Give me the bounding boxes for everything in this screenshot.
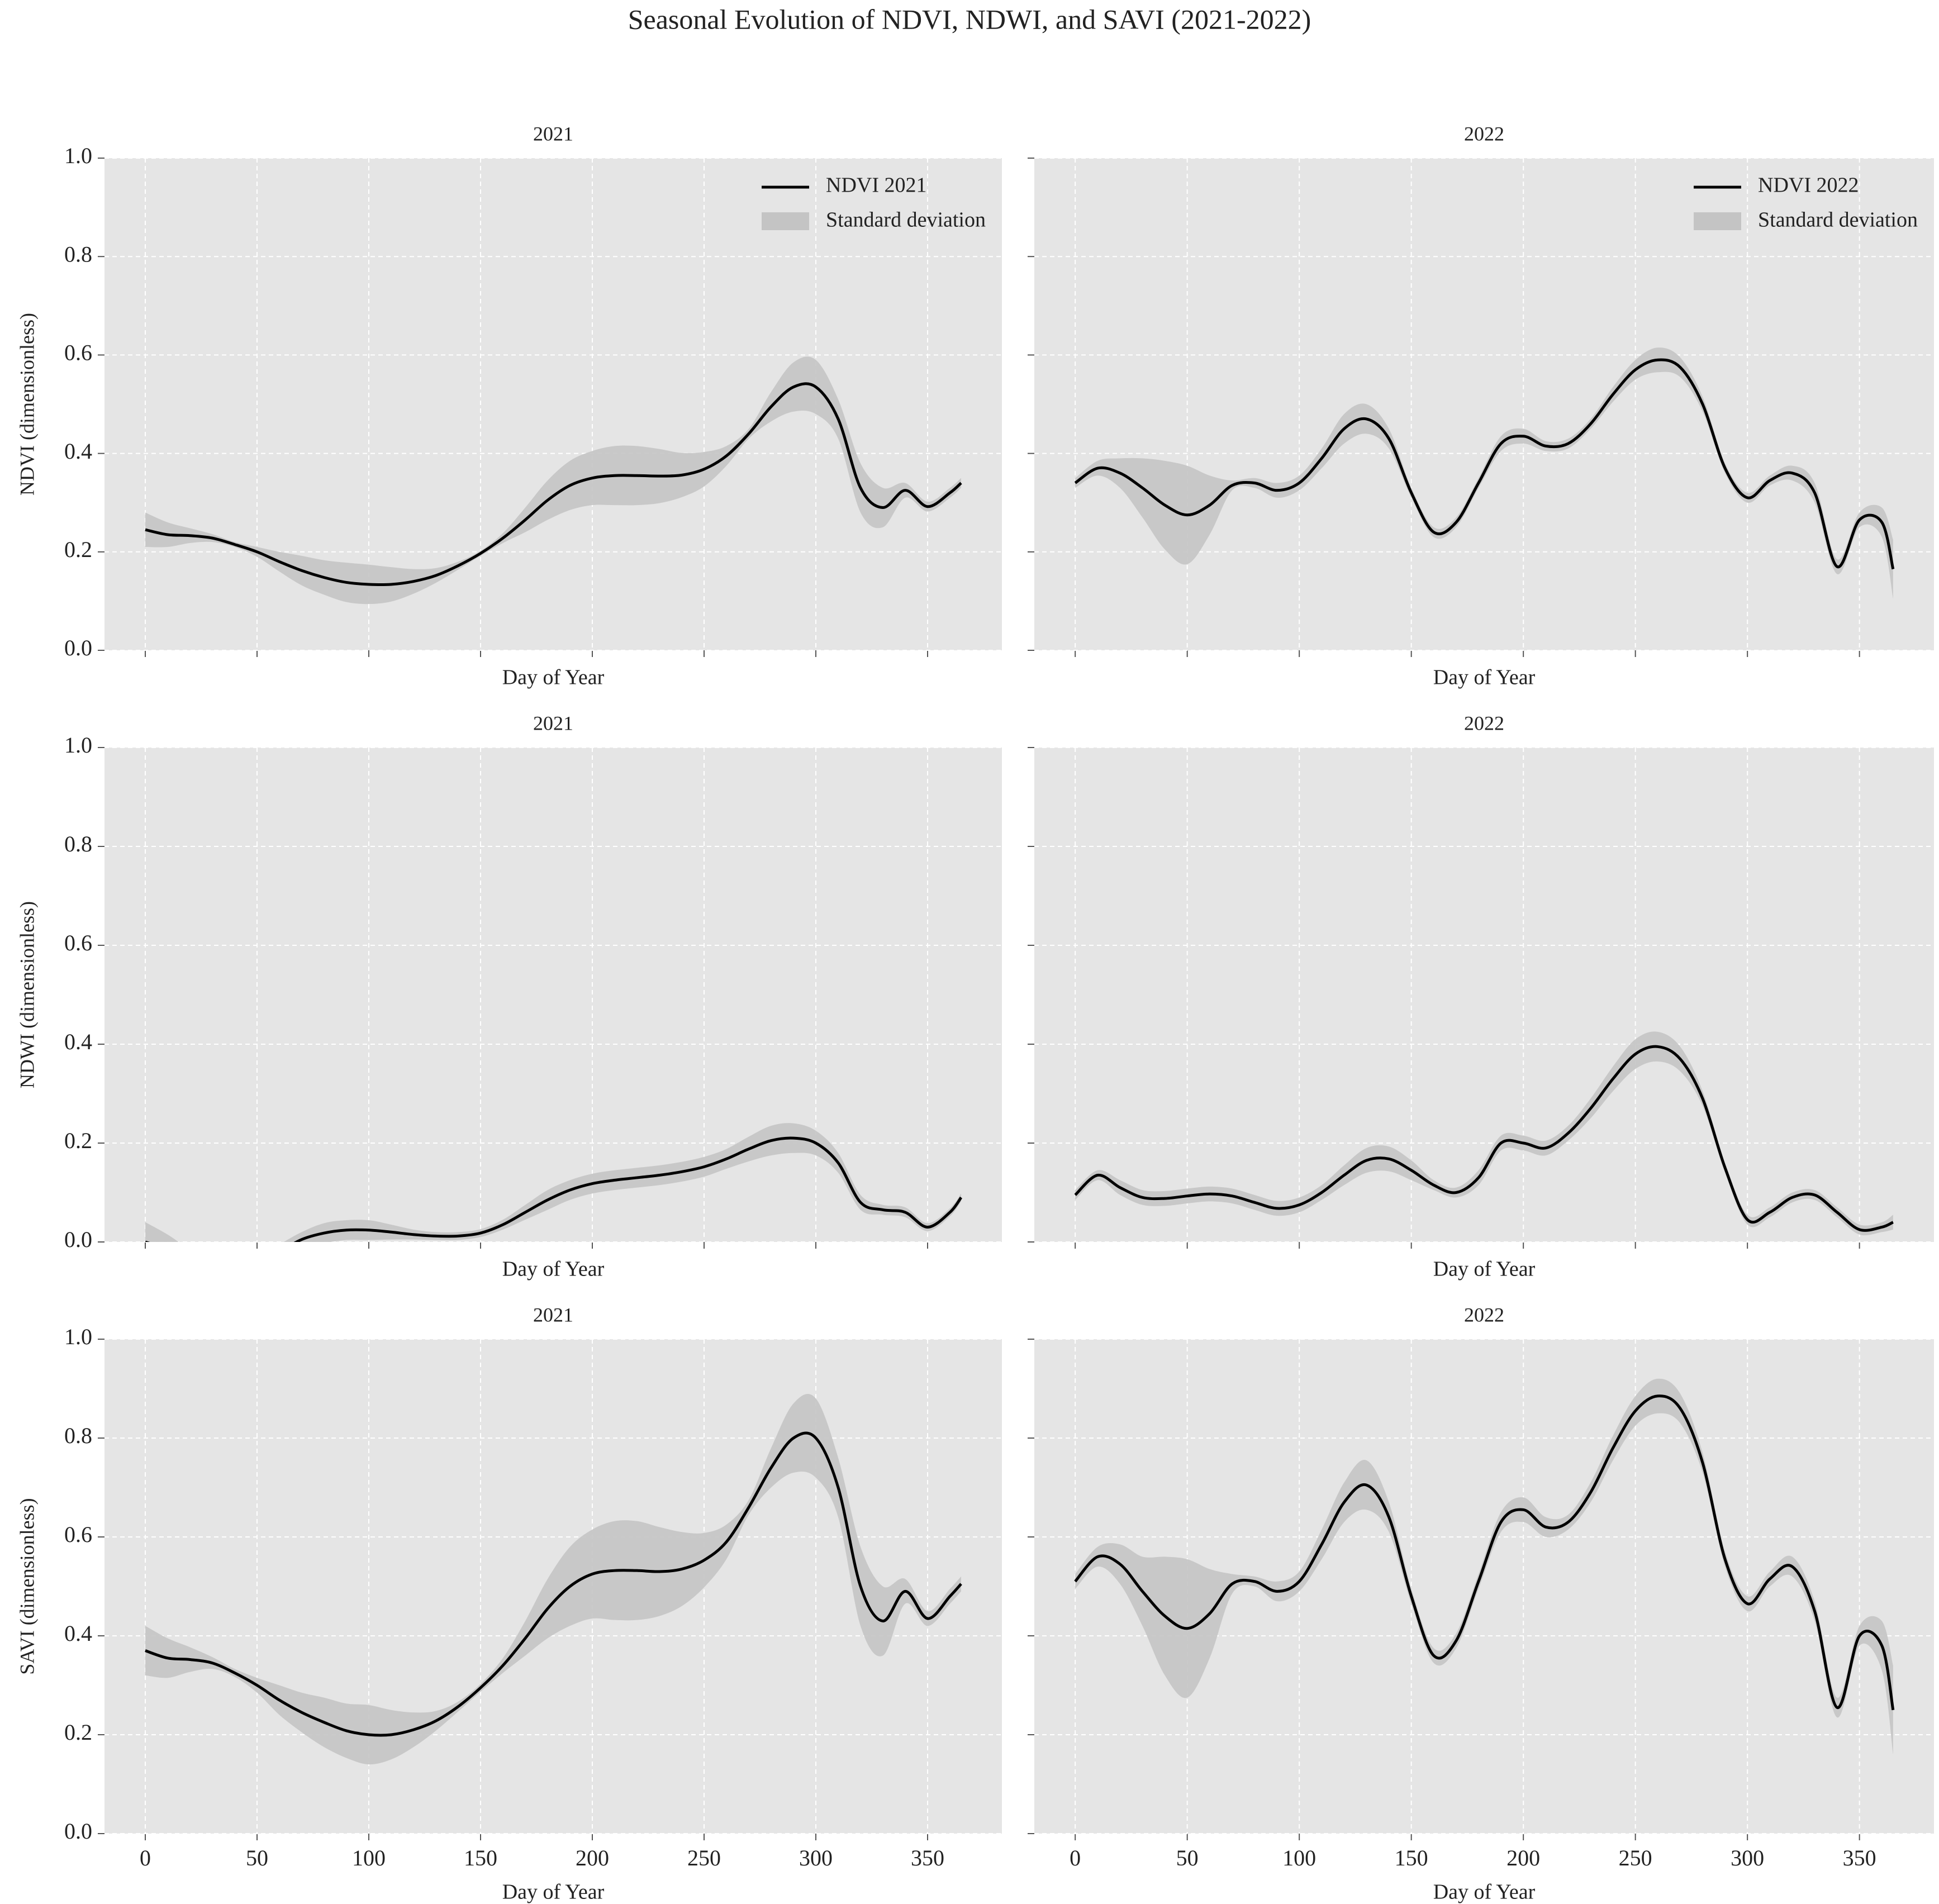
subplot-title: 2021 — [533, 1303, 573, 1326]
x-axis-label: Day of Year — [1433, 1881, 1536, 1904]
x-tick-label: 150 — [1395, 1845, 1428, 1870]
subplot-title: 2022 — [1464, 122, 1504, 145]
y-tick-label: 0.4 — [64, 1621, 92, 1646]
x-tick-label: 350 — [911, 1845, 944, 1870]
x-tick-label: 50 — [1176, 1845, 1199, 1870]
x-tick-label: 0 — [140, 1845, 151, 1870]
series-line — [145, 1431, 962, 1737]
x-axis-label: Day of Year — [1433, 1258, 1536, 1281]
y-axis-label: NDWI (dimensionless) — [16, 901, 38, 1088]
axes-background — [1034, 158, 1934, 650]
x-tick-label: 250 — [1619, 1845, 1652, 1870]
x-tick-label: 0 — [1070, 1845, 1081, 1870]
x-tick-label: 100 — [1282, 1845, 1316, 1870]
y-tick-label: 0.4 — [64, 439, 92, 464]
y-tick-label: 0.2 — [64, 537, 92, 562]
y-tick-label: 0.8 — [64, 831, 92, 856]
axes-background — [104, 158, 1002, 650]
y-tick-label: 1.0 — [64, 143, 92, 168]
y-tick-label: 1.0 — [64, 1324, 92, 1349]
x-tick-label: 250 — [687, 1845, 721, 1870]
std-band — [145, 1123, 961, 1242]
figure-title: Seasonal Evolution of NDVI, NDWI, and SA… — [628, 3, 1311, 35]
axes-background — [1034, 748, 1934, 1242]
x-axis-label: Day of Year — [1433, 666, 1536, 689]
x-axis-label: Day of Year — [502, 666, 605, 689]
plot-area — [1074, 348, 1895, 599]
plot-area — [145, 356, 962, 604]
x-tick-label: 300 — [1731, 1845, 1764, 1870]
y-axis-label: SAVI (dimensionless) — [16, 1498, 38, 1674]
y-tick-label: 0.6 — [64, 930, 92, 955]
y-tick-label: 0.8 — [64, 241, 92, 266]
subplot-title: 2021 — [533, 122, 573, 145]
y-tick-label: 0.8 — [64, 1423, 92, 1448]
legend-label: NDVI 2021 — [826, 174, 926, 197]
x-tick-label: 200 — [576, 1845, 609, 1870]
y-tick-label: 0.0 — [64, 635, 92, 660]
y-axis-label: NDVI (dimensionless) — [16, 313, 38, 496]
y-tick-label: 0.6 — [64, 1522, 92, 1547]
std-band — [145, 356, 961, 604]
y-tick-label: 0.0 — [64, 1227, 92, 1252]
x-tick-label: 350 — [1843, 1845, 1876, 1870]
y-tick-label: 0.6 — [64, 340, 92, 365]
y-tick-label: 0.4 — [64, 1029, 92, 1054]
plot-area — [1074, 1031, 1894, 1236]
y-tick-label: 1.0 — [64, 732, 92, 758]
plot-area — [145, 1123, 963, 1242]
series-line — [1074, 1394, 1895, 1711]
legend-swatch — [1694, 212, 1741, 230]
y-tick-label: 0.2 — [64, 1128, 92, 1153]
legend-label: Standard deviation — [826, 208, 986, 232]
legend-swatch — [762, 212, 809, 230]
x-tick-label: 300 — [799, 1845, 833, 1870]
x-axis-label: Day of Year — [502, 1881, 605, 1904]
series-line — [1074, 358, 1895, 570]
subplot-title: 2022 — [1464, 712, 1504, 734]
axes-background — [104, 748, 1002, 1242]
plot-area — [145, 1393, 962, 1765]
x-tick-label: 100 — [352, 1845, 386, 1870]
std-band — [145, 1393, 961, 1765]
legend-label: NDVI 2022 — [1758, 174, 1859, 197]
x-tick-label: 50 — [246, 1845, 268, 1870]
x-tick-label: 200 — [1506, 1845, 1540, 1870]
x-axis-label: Day of Year — [502, 1258, 605, 1281]
subplot-title: 2022 — [1464, 1303, 1504, 1326]
plot-area — [1074, 1378, 1895, 1755]
legend-label: Standard deviation — [1758, 208, 1918, 232]
y-tick-label: 0.2 — [64, 1720, 92, 1745]
series-line — [145, 1136, 963, 1242]
x-tick-label: 150 — [464, 1845, 497, 1870]
series-line — [1074, 1045, 1894, 1232]
subplot-title: 2021 — [533, 712, 573, 734]
series-line — [145, 382, 962, 586]
y-tick-label: 0.0 — [64, 1819, 92, 1844]
